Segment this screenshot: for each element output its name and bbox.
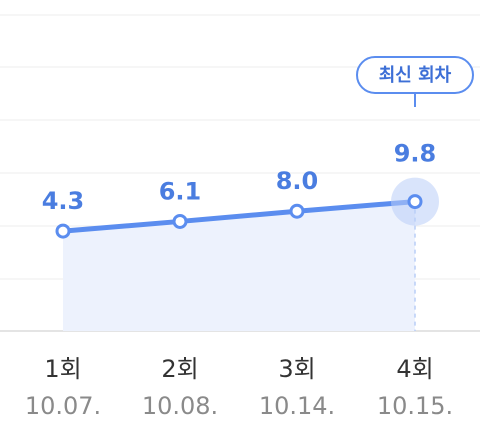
x-tick-round-1: 1회 [44,355,81,383]
x-axis-labels: 1회 10.07. 2회 10.08. 3회 10.14. 4회 10.15. [25,355,453,420]
latest-round-badge: 최신 회차 [356,56,474,107]
data-points [55,177,439,239]
x-tick-date-1: 10.07. [25,392,101,420]
data-point-4 [407,194,423,210]
badge-label: 최신 회차 [379,65,452,86]
data-point-3 [289,203,305,219]
area-shape [63,201,415,331]
data-point-2 [172,213,188,229]
value-label-3: 8.0 [276,167,319,195]
x-tick-date-3: 10.14. [259,392,335,420]
x-tick-round-2: 2회 [161,355,198,383]
value-label-4: 9.8 [394,140,437,168]
series-line [60,199,418,234]
series-polyline [60,199,418,234]
value-label-1: 4.3 [42,187,85,215]
x-tick-round-3: 3회 [278,355,315,383]
x-tick-date-2: 10.08. [142,392,218,420]
area-fill [63,201,416,331]
x-tick-date-4: 10.15. [377,392,453,420]
value-labels: 4.3 6.1 8.0 9.8 [42,140,437,216]
x-tick-round-4: 4회 [396,355,433,383]
value-label-2: 6.1 [159,177,202,205]
data-point-1 [55,223,71,239]
